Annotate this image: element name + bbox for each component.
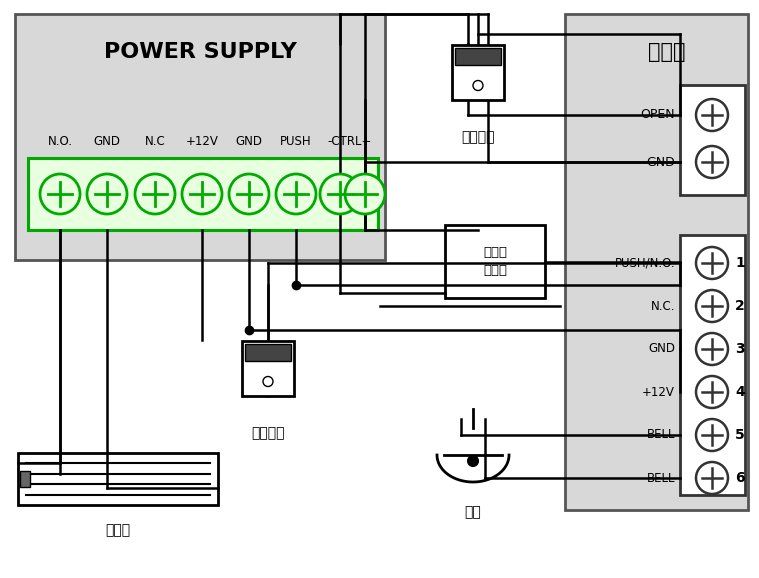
Text: 开门按钝: 开门按钝 <box>461 130 495 144</box>
Circle shape <box>320 174 360 214</box>
Text: 门铃: 门铃 <box>465 505 481 519</box>
Circle shape <box>696 290 728 322</box>
Circle shape <box>696 333 728 365</box>
Bar <box>20 471 30 487</box>
Bar <box>455 47 501 65</box>
Text: 磁力锁: 磁力锁 <box>106 523 131 537</box>
Text: 6: 6 <box>735 471 745 485</box>
Text: N.C.: N.C. <box>650 299 675 313</box>
Text: 2: 2 <box>735 299 745 313</box>
Circle shape <box>696 247 728 279</box>
Text: PUSH: PUSH <box>280 135 312 148</box>
Text: POWER SUPPLY: POWER SUPPLY <box>103 42 297 62</box>
Text: GND: GND <box>648 343 675 355</box>
Circle shape <box>696 146 728 178</box>
Text: N.O.: N.O. <box>48 135 73 148</box>
Text: -CTRL+: -CTRL+ <box>328 135 372 148</box>
Text: GND: GND <box>93 135 121 148</box>
Circle shape <box>229 174 269 214</box>
Text: 1: 1 <box>735 256 745 270</box>
Circle shape <box>135 174 175 214</box>
Text: PUSH/N.O.: PUSH/N.O. <box>614 257 675 269</box>
Text: OPEN: OPEN <box>641 109 675 121</box>
Bar <box>680 85 745 195</box>
Text: +12V: +12V <box>642 386 675 398</box>
Bar <box>565 14 748 510</box>
Text: 3: 3 <box>735 342 745 356</box>
Text: GND: GND <box>646 155 675 169</box>
Circle shape <box>696 99 728 131</box>
Circle shape <box>696 419 728 451</box>
Bar <box>28 158 378 230</box>
Circle shape <box>345 174 385 214</box>
Circle shape <box>87 174 127 214</box>
Text: 门禁机: 门禁机 <box>647 42 685 62</box>
Bar <box>445 225 545 298</box>
Circle shape <box>182 174 222 214</box>
Text: +12V: +12V <box>185 135 219 148</box>
Text: BELL: BELL <box>647 472 675 484</box>
Bar <box>452 45 504 99</box>
Text: N.C: N.C <box>145 135 165 148</box>
Circle shape <box>276 174 316 214</box>
Bar <box>680 235 745 495</box>
Text: 5: 5 <box>735 428 745 442</box>
Circle shape <box>40 174 80 214</box>
Text: 4: 4 <box>735 385 745 399</box>
Bar <box>15 14 385 260</box>
Text: 开门按钝: 开门按钝 <box>251 426 285 440</box>
Bar <box>245 343 291 361</box>
Bar <box>242 340 294 395</box>
Circle shape <box>468 456 478 466</box>
Bar <box>18 453 218 505</box>
Text: 楼宇对
讲系统: 楼宇对 讲系统 <box>483 246 507 277</box>
Circle shape <box>696 376 728 408</box>
Text: BELL: BELL <box>647 428 675 442</box>
Polygon shape <box>437 455 509 482</box>
Text: GND: GND <box>235 135 263 148</box>
Circle shape <box>696 462 728 494</box>
